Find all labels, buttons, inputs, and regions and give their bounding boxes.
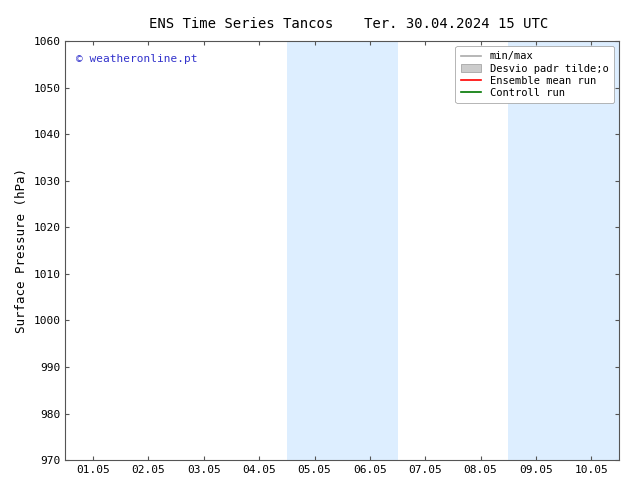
Y-axis label: Surface Pressure (hPa): Surface Pressure (hPa) — [15, 168, 28, 333]
Legend: min/max, Desvio padr tilde;o, Ensemble mean run, Controll run: min/max, Desvio padr tilde;o, Ensemble m… — [455, 46, 614, 103]
Bar — [508, 41, 564, 460]
Bar — [342, 41, 398, 460]
Bar — [564, 41, 619, 460]
Bar — [287, 41, 342, 460]
Text: ENS Time Series Tancos: ENS Time Series Tancos — [149, 17, 333, 31]
Text: Ter. 30.04.2024 15 UTC: Ter. 30.04.2024 15 UTC — [365, 17, 548, 31]
Text: © weatheronline.pt: © weatheronline.pt — [77, 53, 198, 64]
